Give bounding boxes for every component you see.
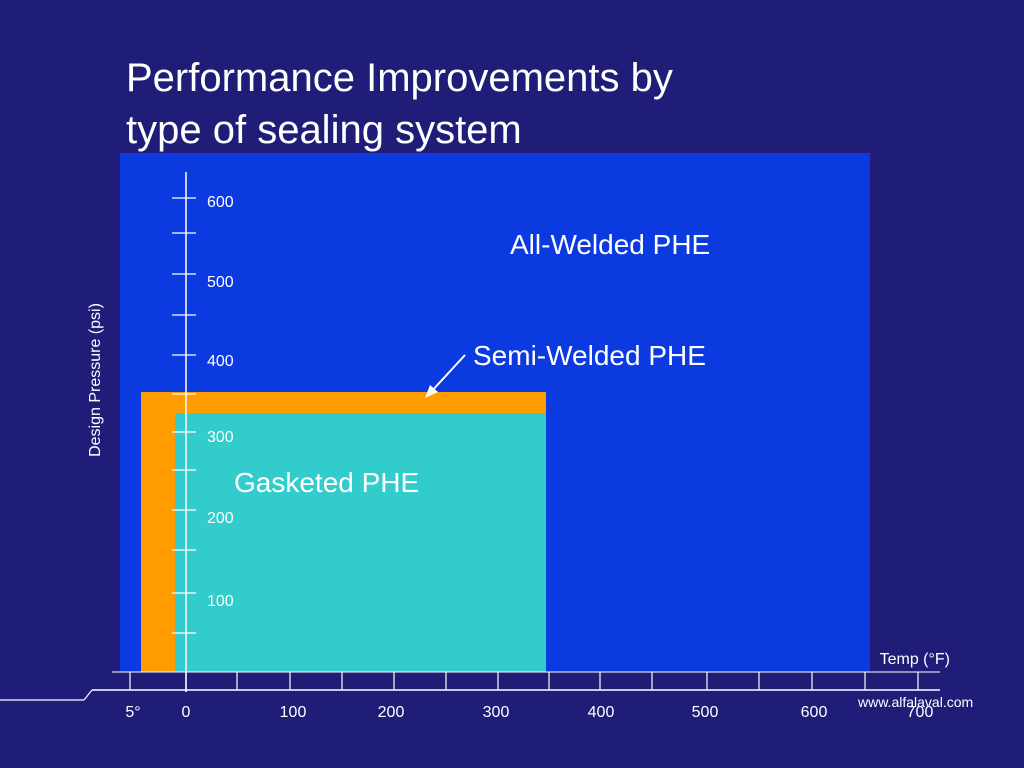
slide-title: Performance Improvements by type of seal… — [126, 52, 673, 156]
x-tick-label-5: 400 — [588, 704, 615, 721]
y-tick-label-300: 300 — [207, 429, 234, 446]
region-gasketed — [175, 413, 546, 672]
y-tick-label-400: 400 — [207, 353, 234, 370]
website-url: www.alfalaval.com — [858, 694, 974, 710]
region-label-gasketed-phe: Gasketed PHE — [234, 467, 419, 498]
y-tick-label-500: 500 — [207, 274, 234, 291]
semi-welded-arrow-line — [429, 354, 466, 394]
x-tick-label-6: 500 — [692, 704, 719, 721]
y-tick-label-100: 100 — [207, 593, 234, 610]
x-tick-label-7: 600 — [801, 704, 828, 721]
title-line-2: type of sealing system — [126, 108, 522, 152]
title-line-1: Performance Improvements by — [126, 56, 673, 100]
x-axis-left-bend — [83, 689, 93, 701]
y-tick-label-600: 600 — [207, 194, 234, 211]
region-label-semi-welded-phe: Semi-Welded PHE — [473, 340, 706, 371]
x-tick-label-4: 300 — [483, 704, 510, 721]
semi-welded-arrow-head — [425, 385, 438, 398]
x-axis-label: Temp (°F) — [880, 651, 950, 668]
x-tick-label-2: 100 — [280, 704, 307, 721]
x-tick-label-3: 200 — [378, 704, 405, 721]
x-tick-label-1: 0 — [182, 704, 191, 721]
x-tick-label-8: 700 — [907, 704, 934, 721]
x-tick-label-0: 5° — [125, 704, 140, 721]
y-tick-label-200: 200 — [207, 510, 234, 527]
region-label-all-welded-phe: All-Welded PHE — [510, 229, 710, 260]
